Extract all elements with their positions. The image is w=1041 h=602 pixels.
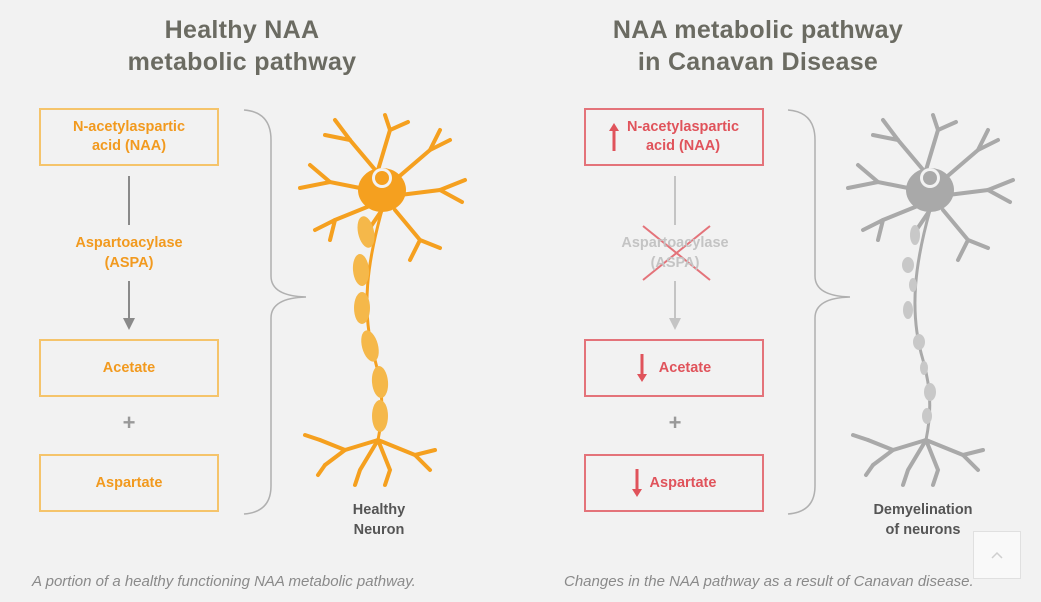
aspartate-label: Aspartate [650, 474, 717, 493]
scroll-to-top-button[interactable] [973, 531, 1021, 579]
down-arrowhead-icon [669, 318, 681, 330]
aspa-enzyme-label-faded: Aspartoacylase (ASPA) [585, 233, 765, 273]
neuron-label-line-2: Neuron [309, 520, 449, 540]
chevron-up-icon [991, 551, 1003, 559]
demyelinated-neuron-icon [838, 110, 1028, 490]
healthy-neuron-icon [290, 110, 480, 490]
aspartate-label: Aspartate [96, 474, 163, 493]
plus-sign: + [585, 410, 765, 436]
aspartate-decreased-box: Aspartate [584, 454, 764, 512]
acetate-decreased-box: Acetate [584, 339, 764, 397]
down-arrowhead-icon [123, 318, 135, 330]
plus-sign: + [39, 410, 219, 436]
neuron-label-line-2: of neurons [853, 520, 993, 540]
enzyme-line-1: Aspartoacylase [39, 233, 219, 253]
acetate-box: Acetate [39, 339, 219, 397]
arrow-down-icon [632, 469, 642, 497]
aspartate-box: Aspartate [39, 454, 219, 512]
enzyme-line-2: (ASPA) [585, 253, 765, 273]
enzyme-line-2: (ASPA) [39, 253, 219, 273]
acetate-label: Acetate [103, 359, 155, 378]
demyelination-label: Demyelination of neurons [853, 500, 993, 540]
neuron-label-line-1: Healthy [309, 500, 449, 520]
arrow-down-icon [637, 354, 647, 382]
enzyme-line-1: Aspartoacylase [585, 233, 765, 253]
healthy-caption: A portion of a healthy functioning NAA m… [32, 573, 416, 590]
healthy-neuron-label: Healthy Neuron [309, 500, 449, 540]
canavan-pathway-panel: NAA metabolic pathway in Canavan Disease… [520, 0, 1041, 602]
aspa-enzyme-label: Aspartoacylase (ASPA) [39, 233, 219, 273]
healthy-pathway-panel: Healthy NAA metabolic pathway N-acetylas… [0, 0, 520, 602]
canavan-caption: Changes in the NAA pathway as a result o… [564, 573, 974, 590]
acetate-label: Acetate [659, 359, 711, 378]
neuron-label-line-1: Demyelination [853, 500, 993, 520]
